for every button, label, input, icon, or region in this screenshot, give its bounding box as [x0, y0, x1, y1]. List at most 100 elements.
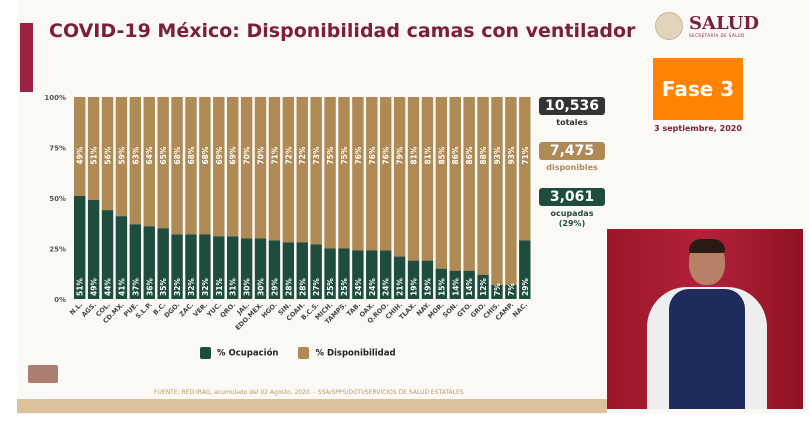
stat-occupied-value: 3,061 [539, 188, 605, 206]
stat-available: 7,475 disponibles [539, 142, 605, 173]
x-tick-label: AGS. [80, 301, 98, 319]
x-tick-label: VER. [192, 301, 210, 319]
stat-total: 10,536 totales [539, 97, 605, 128]
data-label-ocupacion: 36% [145, 278, 154, 296]
bar-ocupacion [519, 240, 531, 299]
data-label-ocupacion: 32% [187, 278, 196, 296]
bar-disponibilidad [143, 97, 155, 227]
bar-ocupacion [407, 260, 420, 299]
bar-ocupacion [143, 226, 155, 299]
data-label-ocupacion: 25% [340, 278, 349, 296]
y-tick-label: 75% [49, 145, 66, 153]
bar-disponibilidad [157, 97, 169, 229]
x-tick-label: MOR. [426, 301, 446, 321]
data-label-disponibilidad: 64% [145, 146, 154, 164]
bar-ocupacion [171, 234, 183, 299]
interpreter-vest [669, 289, 745, 409]
legend-swatch [298, 347, 310, 359]
title-accent-bar [20, 23, 33, 92]
stat-total-label: totales [556, 118, 588, 127]
phase-date: 3 septiembre, 2020 [654, 124, 742, 133]
side-logo-image [28, 365, 58, 383]
bar-ocupacion [338, 248, 350, 299]
bar-disponibilidad [505, 97, 517, 285]
data-label-ocupacion: 19% [410, 278, 419, 296]
bar-ocupacion [157, 228, 169, 299]
bar-disponibilidad [296, 97, 308, 243]
bar-disponibilidad [407, 97, 420, 261]
y-tick-label: 25% [49, 246, 66, 254]
x-tick-label: HGO. [260, 301, 279, 320]
data-label-ocupacion: 24% [368, 278, 377, 296]
bar-ocupacion [199, 234, 211, 299]
data-label-ocupacion: 31% [229, 278, 238, 296]
data-label-ocupacion: 44% [104, 278, 113, 296]
bar-ocupacion [463, 270, 475, 299]
bar-disponibilidad [366, 97, 378, 251]
y-tick-label: 50% [49, 195, 66, 203]
bar-ocupacion [491, 284, 503, 299]
data-label-ocupacion: 12% [479, 278, 488, 296]
x-tick-label: SON. [441, 301, 459, 319]
bar-disponibilidad [324, 97, 336, 249]
data-label-disponibilidad: 65% [159, 146, 168, 164]
bar-disponibilidad [129, 97, 142, 225]
data-label-ocupacion: 32% [173, 278, 182, 296]
bar-ocupacion [421, 260, 434, 299]
bar-disponibilidad [101, 97, 114, 211]
sign-language-interpreter-video [607, 229, 803, 409]
bar-ocupacion [477, 274, 489, 299]
bar-ocupacion [352, 250, 364, 299]
data-label-ocupacion: 7% [493, 283, 502, 296]
bar-ocupacion [74, 195, 86, 299]
bar-disponibilidad [240, 97, 253, 239]
bar-disponibilidad [227, 97, 239, 237]
source-note: FUENTE: RED IRAG, acumulado del 02 Agost… [154, 389, 464, 396]
bar-disponibilidad [310, 97, 322, 245]
bar-ocupacion [366, 250, 378, 299]
y-tick-label: 100% [44, 94, 66, 102]
bar-disponibilidad [491, 97, 503, 285]
data-label-disponibilidad: 69% [215, 146, 224, 164]
bar-ocupacion [449, 270, 461, 299]
data-label-ocupacion: 30% [243, 278, 252, 296]
bar-ocupacion [282, 242, 295, 299]
interpreter-hair [689, 239, 725, 253]
bar-ocupacion [213, 236, 225, 299]
bar-disponibilidad [282, 97, 295, 243]
data-label-ocupacion: 29% [521, 278, 530, 296]
data-label-disponibilidad: 93% [493, 146, 502, 164]
bar-disponibilidad [463, 97, 475, 271]
data-label-disponibilidad: 59% [117, 146, 126, 164]
bar-disponibilidad [380, 97, 392, 251]
bar-disponibilidad [185, 97, 197, 235]
logo-subtitle: SECRETARÍA DE SALUD [689, 32, 745, 38]
data-label-disponibilidad: 68% [173, 146, 182, 164]
data-label-disponibilidad: 76% [354, 146, 363, 164]
legend-item-ocupacion: % Ocupación [200, 347, 278, 359]
bar-disponibilidad [87, 97, 100, 201]
bar-ocupacion [393, 256, 406, 299]
x-tick-label: QRO. [218, 301, 237, 320]
legend-swatch [200, 347, 211, 359]
page-title: COVID-19 México: Disponibilidad camas co… [49, 20, 636, 42]
bar-disponibilidad [435, 97, 448, 269]
bar-ocupacion [101, 210, 114, 299]
data-label-ocupacion: 21% [396, 278, 405, 296]
data-label-disponibilidad: 76% [382, 146, 391, 164]
data-label-disponibilidad: 76% [368, 146, 377, 164]
bar-ocupacion [310, 244, 322, 299]
data-label-disponibilidad: 85% [437, 146, 446, 164]
data-label-disponibilidad: 49% [76, 146, 85, 164]
data-label-disponibilidad: 81% [410, 146, 419, 164]
data-label-ocupacion: 7% [507, 283, 516, 296]
data-label-ocupacion: 29% [270, 278, 279, 296]
bar-disponibilidad [338, 97, 350, 249]
stat-available-value: 7,475 [539, 142, 605, 160]
data-label-ocupacion: 15% [437, 278, 446, 296]
data-label-ocupacion: 24% [382, 278, 391, 296]
data-label-disponibilidad: 71% [270, 146, 279, 164]
data-label-disponibilidad: 86% [451, 146, 460, 164]
data-label-disponibilidad: 75% [326, 146, 335, 164]
